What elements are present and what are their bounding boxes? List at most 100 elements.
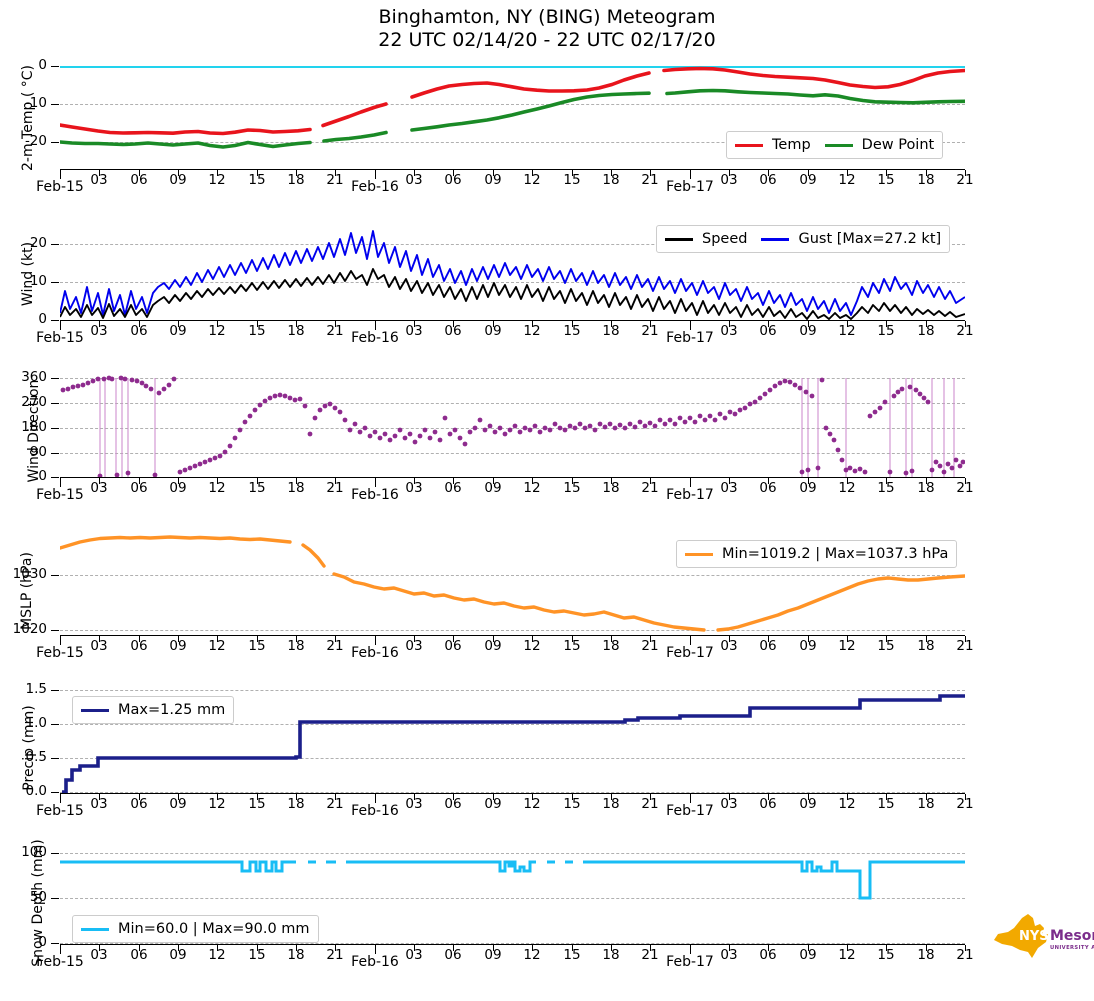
x-tick-mark xyxy=(139,794,140,800)
x-axis-day-label: Feb-16 xyxy=(351,803,399,819)
y-tick-label: 0.5 xyxy=(25,749,47,765)
x-tick-mark xyxy=(257,794,258,800)
x-axis-day-label: Feb-17 xyxy=(666,487,714,503)
speed-color-swatch xyxy=(665,237,693,241)
x-tick-mark xyxy=(99,636,100,642)
wind-direction-points xyxy=(60,375,965,478)
gridline xyxy=(60,104,965,105)
wind-legend: Speed Gust [Max=27.2 kt] xyxy=(656,225,951,253)
x-axis-hour-label: 12 xyxy=(523,796,541,812)
x-tick-mark xyxy=(886,170,887,176)
precip-legend: Max=1.25 mm xyxy=(72,696,235,724)
x-axis-hour-label: 03 xyxy=(90,638,108,654)
x-tick-mark xyxy=(178,794,179,800)
x-tick-mark xyxy=(690,170,691,179)
x-tick-mark xyxy=(414,170,415,176)
temp-line-seg3 xyxy=(410,71,651,99)
x-tick-mark xyxy=(414,478,415,484)
x-tick-mark xyxy=(257,170,258,176)
legend-label-mslp: Min=1019.2 | Max=1037.3 hPa xyxy=(722,546,949,562)
dewpoint-line-seg2 xyxy=(322,130,388,143)
x-tick-mark xyxy=(611,321,612,327)
x-axis-day-label: Feb-17 xyxy=(666,330,714,346)
x-tick-mark xyxy=(99,321,100,327)
x-tick-mark xyxy=(965,636,966,642)
x-axis-hour-label: 15 xyxy=(563,172,581,188)
x-axis-hour-label: 21 xyxy=(641,323,659,339)
x-tick-mark xyxy=(532,794,533,800)
x-axis-hour-label: 09 xyxy=(799,796,817,812)
x-tick-mark xyxy=(178,478,179,484)
mslp-line-seg2 xyxy=(301,543,326,568)
x-axis-hour-label: 09 xyxy=(484,638,502,654)
y-tick-mark xyxy=(51,403,59,404)
x-axis-hour-label: 21 xyxy=(326,796,344,812)
x-tick-mark xyxy=(650,794,651,800)
x-axis-hour-label: 03 xyxy=(720,796,738,812)
x-tick-mark xyxy=(768,636,769,642)
x-axis-hour-label: 15 xyxy=(877,480,895,496)
x-tick-mark xyxy=(729,636,730,642)
x-axis-hour-label: 21 xyxy=(956,323,974,339)
x-axis-hour-label: 06 xyxy=(130,480,148,496)
x-tick-mark xyxy=(139,945,140,951)
x-axis-hour-label: 03 xyxy=(90,796,108,812)
x-axis-hour-label: 06 xyxy=(130,638,148,654)
snow-depth-trace xyxy=(60,860,965,900)
x-axis-hour-label: 09 xyxy=(484,947,502,963)
x-tick-mark xyxy=(99,170,100,176)
dewpoint-line-seg3 xyxy=(410,91,651,132)
dewpoint-line-seg4 xyxy=(665,88,965,105)
x-axis-day-label: Feb-17 xyxy=(666,954,714,970)
x-axis-hour-label: 03 xyxy=(405,947,423,963)
x-axis-hour-label: 21 xyxy=(641,638,659,654)
x-tick-mark xyxy=(60,945,61,954)
gridline xyxy=(60,758,965,759)
x-axis-hour-label: 18 xyxy=(602,480,620,496)
x-tick-mark xyxy=(690,636,691,645)
y-tick-mark xyxy=(51,943,59,944)
x-tick-mark xyxy=(217,170,218,176)
x-axis-hour-label: 21 xyxy=(641,480,659,496)
x-axis-hour-label: 18 xyxy=(287,638,305,654)
x-tick-mark xyxy=(493,170,494,176)
x-axis-hour-label: 12 xyxy=(523,947,541,963)
temp-line-seg4 xyxy=(662,66,965,90)
x-axis-hour-label: 18 xyxy=(287,796,305,812)
legend-entry-precip: Max=1.25 mm xyxy=(81,702,225,718)
new-york-state-shape-icon xyxy=(994,914,1048,958)
x-axis-hour-label: 12 xyxy=(523,638,541,654)
x-axis-hour-label: 15 xyxy=(563,638,581,654)
x-axis-hour-label: 09 xyxy=(169,172,187,188)
legend-label-gust: Gust [Max=27.2 kt] xyxy=(798,231,942,247)
x-axis-hour-label: 03 xyxy=(720,638,738,654)
x-axis-hour-label: 06 xyxy=(444,323,462,339)
x-tick-mark xyxy=(926,170,927,176)
y-tick-label: 1.5 xyxy=(25,681,47,697)
x-tick-mark xyxy=(650,321,651,327)
x-tick-mark xyxy=(335,321,336,327)
snow-depth-line xyxy=(60,860,296,873)
gridline xyxy=(60,690,965,691)
gridline xyxy=(60,630,965,631)
x-axis-hour-label: 18 xyxy=(602,638,620,654)
x-axis-hour-label: 09 xyxy=(799,323,817,339)
x-tick-mark xyxy=(532,170,533,176)
x-axis-hour-label: 06 xyxy=(444,172,462,188)
x-tick-mark xyxy=(808,636,809,642)
y-tick-label: 10 xyxy=(29,273,47,289)
y-tick-mark xyxy=(51,724,59,725)
x-axis-hour-label: 18 xyxy=(917,947,935,963)
x-axis-hour-label: 21 xyxy=(326,638,344,654)
gridline xyxy=(60,453,965,454)
x-axis-hour-label: 03 xyxy=(405,323,423,339)
x-axis-hour-label: 15 xyxy=(563,796,581,812)
snow-depth-legend: Min=60.0 | Max=90.0 mm xyxy=(72,915,319,943)
x-axis-hour-label: 06 xyxy=(130,172,148,188)
x-tick-mark xyxy=(808,170,809,176)
x-axis-day-label: Feb-15 xyxy=(36,954,84,970)
x-tick-mark xyxy=(217,321,218,327)
x-axis-hour-label: 18 xyxy=(602,796,620,812)
logo-graphic: NYS Mesonet UNIVERSITY AT ALBANY xyxy=(994,914,1094,958)
x-axis-hour-label: 03 xyxy=(720,480,738,496)
